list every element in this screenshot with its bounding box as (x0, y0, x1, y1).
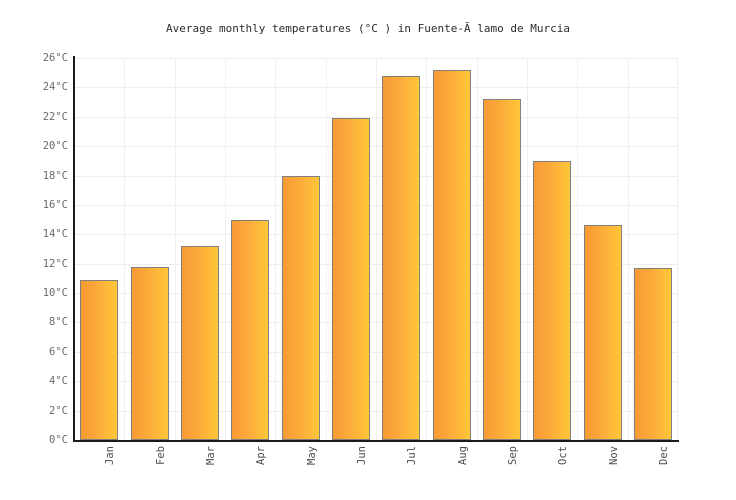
y-tick-label: 16°C (42, 198, 68, 211)
bar-aug[interactable] (432, 70, 471, 440)
bar-apr[interactable] (231, 220, 270, 440)
y-tick-label: 0°C (49, 434, 68, 446)
bar-oct[interactable] (533, 161, 572, 440)
bar-jul[interactable] (382, 76, 421, 440)
x-tick-label-nov: Nov (607, 446, 620, 465)
plot-area (74, 58, 678, 440)
x-tick-label-apr: Apr (255, 446, 268, 465)
bar-nov[interactable] (583, 225, 622, 440)
y-axis-tick-labels: 0°C 2°C 4°C 6°C 8°C 10°C 12°C 14°C 16°C 18°C 20°C 2… (0, 0, 68, 500)
gridline-vertical (326, 58, 327, 440)
x-tick-label-aug: Aug (456, 446, 469, 465)
y-axis-line (73, 56, 75, 442)
y-tick-label: 18°C (42, 169, 68, 182)
gridline-vertical (225, 58, 226, 440)
gridline-vertical (124, 58, 125, 440)
y-tick-label: 4°C (49, 375, 68, 388)
chart-title: Average monthly temperatures (°C ) in Fu… (166, 22, 570, 35)
gridline-vertical (175, 58, 176, 440)
y-tick-label: 20°C (42, 140, 68, 153)
x-tick-label-dec: Dec (657, 446, 670, 465)
x-axis-line (73, 440, 679, 442)
gridline-vertical (477, 58, 478, 440)
y-tick-label: 26°C (42, 52, 68, 64)
y-tick-label: 2°C (49, 404, 68, 417)
bar-may[interactable] (281, 176, 320, 440)
gridline-vertical (527, 58, 528, 440)
y-tick-label: 12°C (42, 257, 68, 270)
bar-dec[interactable] (633, 268, 672, 440)
gridline-vertical (628, 58, 629, 440)
y-tick-label: 14°C (42, 228, 68, 241)
x-tick-label-jul: Jul (406, 446, 419, 465)
y-tick-label: 22°C (42, 110, 68, 123)
x-tick-label-mar: Mar (204, 446, 217, 465)
y-tick-label: 6°C (49, 345, 68, 358)
y-tick-label: 8°C (49, 316, 68, 329)
y-tick-label: 24°C (42, 81, 68, 94)
x-tick-label-jun: Jun (355, 446, 368, 465)
x-tick-label-feb: Feb (154, 446, 167, 465)
gridline-vertical (275, 58, 276, 440)
bar-feb[interactable] (130, 267, 169, 440)
y-tick-label: 10°C (42, 287, 68, 300)
gridline-vertical (426, 58, 427, 440)
gridline-vertical (577, 58, 578, 440)
bar-series (74, 58, 678, 440)
bar-jan[interactable] (80, 280, 119, 440)
x-tick-label-jan: Jan (104, 446, 117, 465)
bar-jun[interactable] (331, 118, 370, 440)
x-tick-label-may: May (305, 446, 318, 465)
x-tick-label-sep: Sep (506, 446, 519, 465)
bar-mar[interactable] (180, 246, 219, 440)
bar-sep[interactable] (482, 99, 521, 440)
x-tick-label-oct: Oct (557, 446, 570, 465)
gridline-vertical (376, 58, 377, 440)
